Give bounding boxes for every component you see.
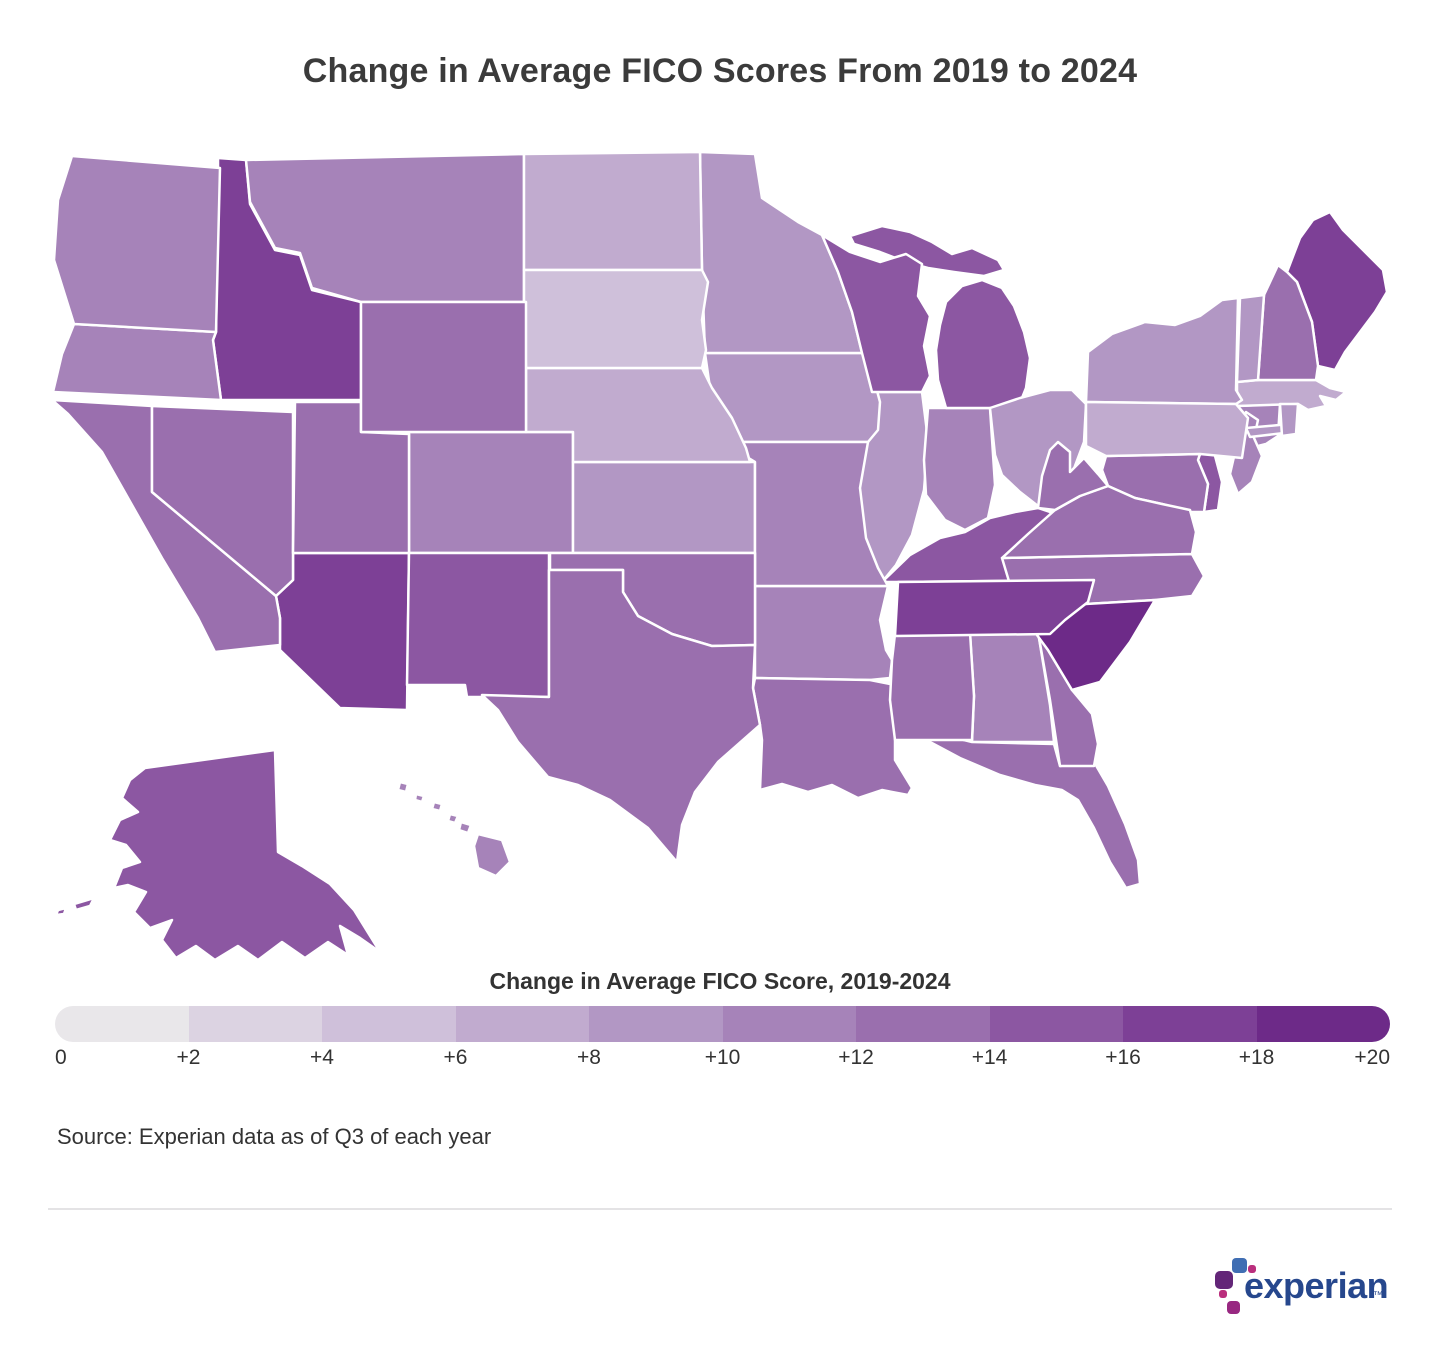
legend-tick-20: +20 (1354, 1046, 1390, 1069)
state-AZ: Arizona: +16 (274, 551, 411, 712)
legend-tick-10: +10 (704, 1046, 741, 1069)
legend-segment-9 (1256, 1006, 1390, 1042)
state-ND: North Dakota: +6 (522, 150, 704, 272)
legend-tick-4: +4 (310, 1046, 334, 1069)
state-IN: Indiana: +10 (922, 406, 997, 532)
state-NH: New Hampshire: +12 (1256, 263, 1320, 382)
legend-tick-0: 0 (55, 1046, 67, 1069)
state-AR: Arkansas: +10 (753, 584, 894, 682)
state-HI: Hawaii: +10 (396, 780, 512, 878)
logo-pink-dot-icon (1248, 1265, 1256, 1273)
state-SD: South Dakota: +5 (522, 268, 710, 370)
state-AK: Alaska: +14 (54, 748, 382, 962)
state-NM: New Mexico: +15 (405, 551, 551, 699)
legend-tick-18: +18 (1238, 1046, 1275, 1069)
state-NV: Nevada: +12 (150, 404, 295, 598)
legend-segment-0 (55, 1006, 189, 1042)
divider-line (48, 1208, 1392, 1210)
legend-segment-3 (455, 1006, 589, 1042)
state-WI: Wisconsin: +14 (820, 233, 932, 394)
state-LA: Louisiana: +13 (751, 676, 914, 800)
state-OR: Oregon: +11 (51, 322, 223, 402)
legend-tick-labels: 0 +2 +4 +6 +8 +10 +12 +14 +16 +18 +20 (55, 1046, 1390, 1076)
state-VT: Vermont: +9 (1235, 293, 1266, 384)
state-TN: Tennessee: +16 (893, 578, 1096, 638)
state-CO: Colorado: +10 (407, 430, 575, 555)
logo-wordmark: experian (1244, 1265, 1389, 1306)
logo-magenta-square-icon (1227, 1301, 1240, 1314)
logo-purple-square-icon (1215, 1271, 1233, 1289)
state-FL: Florida: +13 (913, 726, 1142, 890)
page-title: Change in Average FICO Scores From 2019 … (302, 52, 1138, 90)
state-NE: Nebraska: +7 (524, 366, 752, 464)
legend-tick-12: +12 (838, 1046, 874, 1069)
legend-colorbar (55, 1006, 1390, 1042)
state-WV: West Virginia: +13 (1036, 440, 1110, 512)
legend-segment-7 (989, 1006, 1123, 1042)
state-WA: Washington: +11 (52, 154, 222, 334)
legend-title: Change in Average FICO Score, 2019-2024 (489, 968, 951, 994)
legend-tick-16: +16 (1105, 1046, 1141, 1069)
legend-segment-4 (589, 1006, 723, 1042)
logo-pink-dot-icon (1219, 1290, 1227, 1298)
us-choropleth-map: Alabama: +10Alaska: +14Arizona: +16Arkan… (50, 140, 1390, 980)
experian-logo: experian ™ (1215, 1256, 1390, 1320)
state-MI: Michigan: +14 (848, 224, 1032, 410)
us-map-svg: Alabama: +10Alaska: +14Arizona: +16Arkan… (50, 150, 1389, 962)
state-RI: Rhode Island: +9 (1278, 402, 1300, 438)
legend-tick-8: +8 (577, 1046, 601, 1069)
logo-blue-square-icon (1232, 1258, 1247, 1273)
logo-trademark: ™ (1373, 1290, 1383, 1301)
state-KS: Kansas: +8 (571, 460, 757, 555)
state-WY: Wyoming: +12 (359, 300, 528, 434)
state-MS: Mississippi: +12 (888, 630, 976, 742)
legend-tick-14: +14 (971, 1046, 1008, 1069)
legend-segment-8 (1123, 1006, 1257, 1042)
legend-segment-1 (188, 1006, 322, 1042)
state-MO: Missouri: +11 (720, 440, 890, 588)
legend-tick-2: +2 (176, 1046, 201, 1069)
legend-segment-5 (722, 1006, 856, 1042)
state-PA: Pennsylvania: +6 (1084, 400, 1250, 460)
legend-segment-2 (322, 1006, 456, 1042)
legend-tick-6: +6 (443, 1046, 468, 1069)
legend-segment-6 (856, 1006, 990, 1042)
state-TX: Texas: +13 (480, 568, 762, 864)
source-note: Source: Experian data as of Q3 of each y… (57, 1124, 492, 1149)
